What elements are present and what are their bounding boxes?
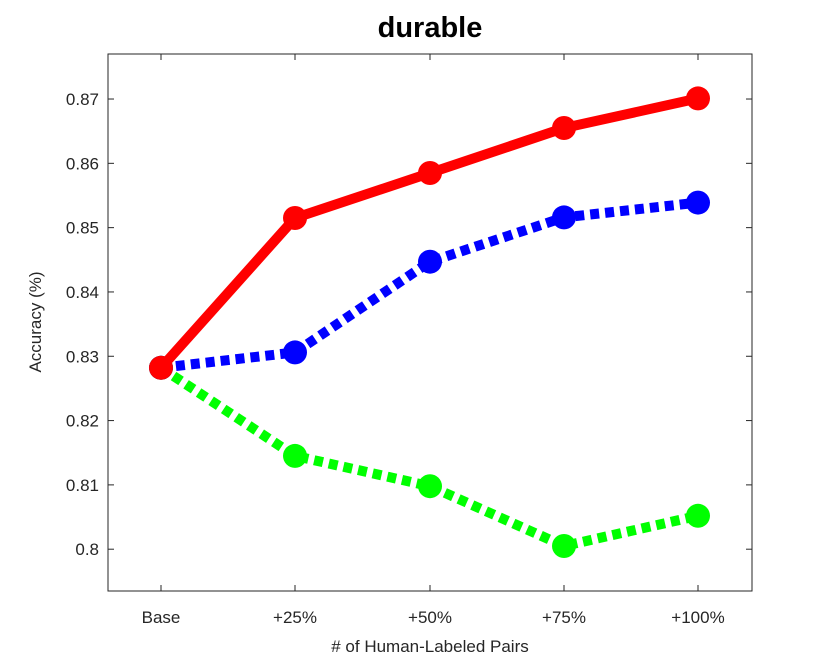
data-point	[283, 443, 307, 468]
data-point	[149, 355, 173, 380]
data-point	[418, 474, 442, 499]
data-point	[283, 206, 307, 230]
x-tick-label: +100%	[671, 608, 724, 627]
x-axis-title: # of Human-Labeled Pairs	[331, 637, 529, 656]
x-tick-label: +50%	[408, 608, 452, 627]
y-axis-title: Accuracy (%)	[26, 271, 45, 372]
data-point	[552, 116, 576, 140]
data-point	[418, 161, 442, 185]
x-axis: Base +25% +50% +75% +100%	[142, 54, 725, 627]
y-tick-label: 0.83	[66, 347, 99, 366]
y-tick-label: 0.84	[66, 283, 99, 302]
y-axis: 0.8 0.81 0.82 0.83 0.84 0.85 0.86 0.87	[66, 90, 752, 559]
data-point	[686, 190, 710, 215]
y-tick-label: 0.86	[66, 154, 99, 173]
data-point	[283, 340, 307, 365]
x-tick-label: +25%	[273, 608, 317, 627]
series-line	[158, 363, 700, 551]
data-point	[552, 205, 576, 230]
y-tick-label: 0.81	[66, 476, 99, 495]
data-point	[418, 249, 442, 274]
chart-title: durable	[378, 12, 483, 44]
y-tick-label: 0.87	[66, 90, 99, 109]
x-tick-label: Base	[142, 608, 181, 627]
data-point	[686, 503, 710, 528]
x-tick-label: +75%	[542, 608, 586, 627]
y-tick-label: 0.85	[66, 219, 99, 238]
plot-area	[107, 53, 753, 592]
series-0	[149, 86, 710, 380]
series-line	[160, 197, 699, 373]
y-tick-label: 0.82	[66, 412, 99, 431]
series-layer	[149, 86, 710, 558]
data-point	[552, 534, 576, 558]
data-point	[686, 86, 710, 111]
y-tick-label: 0.8	[75, 540, 99, 559]
